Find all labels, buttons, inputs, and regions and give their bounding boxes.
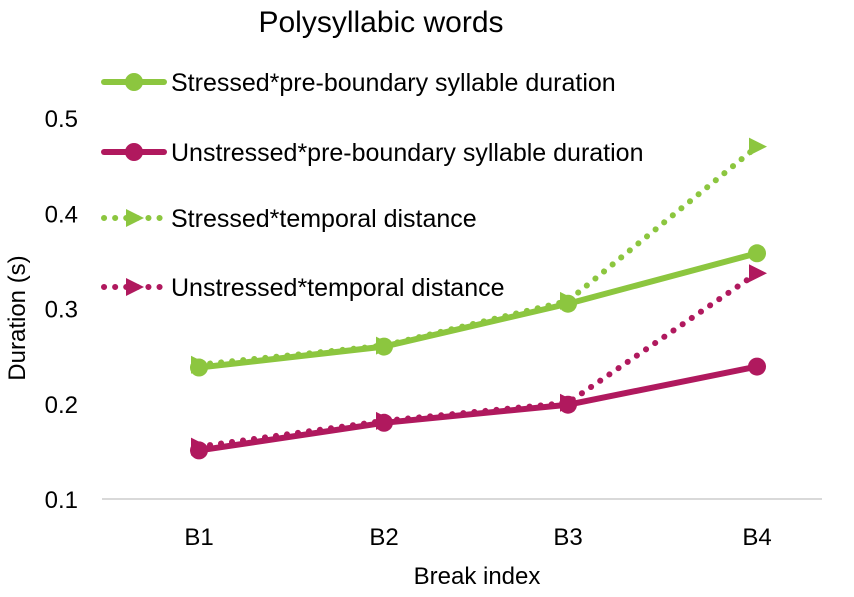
- y-tick-labels: 0.1 0.2 0.3 0.4 0.5: [45, 106, 78, 514]
- x-tick-labels: B1 B2 B3 B4: [184, 524, 771, 551]
- legend-label: Unstressed*pre-boundary syllable duratio…: [171, 139, 644, 167]
- series-line: [196, 143, 760, 368]
- y-axis-title: Duration (s): [4, 255, 31, 380]
- legend-label: Stressed*pre-boundary syllable duration: [171, 69, 616, 97]
- chart-title: Polysyllabic words: [258, 6, 503, 39]
- legend-item: Unstressed*pre-boundary syllable duratio…: [101, 139, 644, 167]
- data-point: [559, 294, 577, 313]
- data-point: [748, 244, 766, 263]
- legend-item: Stressed*temporal distance: [101, 205, 477, 233]
- legend-marker: [126, 209, 144, 227]
- y-tick-label: 0.4: [45, 201, 78, 228]
- series-line: [196, 363, 760, 454]
- series-solid-0: [190, 244, 766, 377]
- y-tick-label: 0.3: [45, 297, 78, 324]
- x-axis-title: Break index: [414, 563, 541, 590]
- x-tick-label: B4: [742, 524, 771, 551]
- x-tick-label: B1: [184, 524, 213, 551]
- data-point: [375, 413, 393, 432]
- legend: Stressed*pre-boundary syllable duration U…: [101, 69, 644, 302]
- series-layer: [190, 137, 767, 460]
- data-point: [190, 441, 208, 460]
- legend-marker: [125, 73, 143, 91]
- x-tick-label: B3: [553, 524, 582, 551]
- legend-label: Stressed*temporal distance: [171, 205, 477, 233]
- series-solid-1: [190, 357, 766, 460]
- y-tick-label: 0.2: [45, 392, 78, 419]
- series-dotted-2: [191, 137, 767, 374]
- data-point: [190, 358, 208, 377]
- data-point: [559, 395, 577, 414]
- data-point: [375, 337, 393, 356]
- legend-marker: [125, 143, 143, 161]
- y-tick-label: 0.5: [45, 106, 78, 133]
- legend-label: Unstressed*temporal distance: [171, 274, 505, 302]
- data-point: [748, 357, 766, 376]
- legend-item: Unstressed*temporal distance: [101, 274, 505, 302]
- y-tick-label: 0.1: [45, 487, 78, 514]
- data-point: [749, 264, 767, 283]
- data-point: [749, 137, 767, 156]
- legend-item: Stressed*pre-boundary syllable duration: [101, 69, 616, 97]
- x-tick-label: B2: [369, 524, 398, 551]
- legend-marker: [126, 278, 144, 296]
- series-line: [196, 250, 760, 371]
